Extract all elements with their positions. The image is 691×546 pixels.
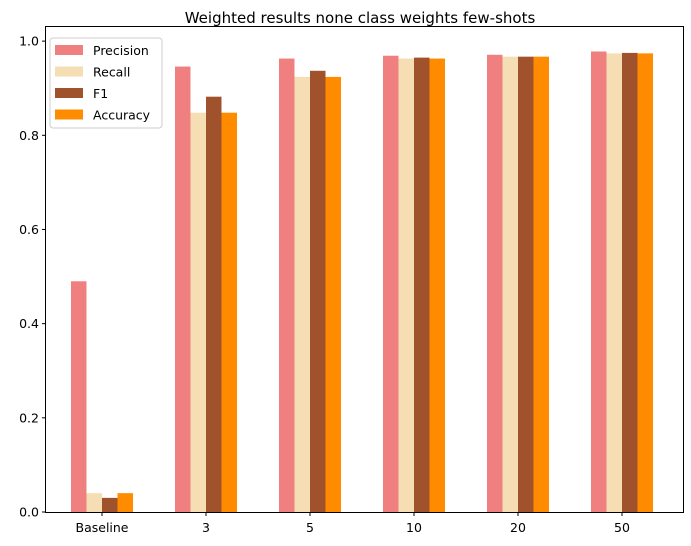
bar-accuracy-20 — [533, 56, 549, 513]
bar-recall-5 — [294, 76, 310, 512]
bar-precision-3 — [175, 66, 191, 513]
legend-label-recall: Recall — [93, 65, 130, 80]
bar-precision-5 — [279, 58, 295, 513]
bar-f1-baseline — [102, 497, 118, 512]
legend-box — [49, 37, 163, 129]
bars-group — [71, 51, 653, 513]
bar-f1-10 — [414, 57, 430, 513]
bar-accuracy-5 — [325, 76, 341, 512]
x-axis-ticks: Baseline 3 5 10 20 50 — [76, 512, 630, 535]
legend-label-accuracy: Accuracy — [93, 108, 151, 123]
y-tick-label: 1.0 — [19, 34, 39, 49]
bar-recall-baseline — [86, 493, 102, 512]
x-tick-label: 50 — [614, 520, 630, 535]
bar-accuracy-50 — [637, 53, 653, 513]
x-tick-label: 10 — [406, 520, 422, 535]
legend-swatch-recall — [55, 66, 83, 77]
y-tick-label: 0.0 — [19, 505, 39, 520]
y-tick-label: 0.6 — [19, 222, 39, 237]
x-tick-label: Baseline — [76, 520, 129, 535]
plot-frame — [45, 26, 684, 513]
y-tick-label: 0.2 — [19, 410, 39, 425]
bar-recall-50 — [606, 53, 622, 513]
bar-precision-20 — [487, 54, 503, 512]
bar-recall-3 — [190, 112, 206, 512]
bar-accuracy-baseline — [117, 493, 133, 512]
legend: Precision Recall F1 Accuracy — [49, 37, 163, 129]
bar-precision-baseline — [71, 281, 87, 512]
bar-f1-50 — [622, 52, 638, 513]
bar-accuracy-3 — [221, 112, 237, 512]
bar-f1-3 — [206, 96, 222, 512]
legend-swatch-precision — [55, 45, 83, 55]
x-tick-label: 3 — [202, 520, 210, 535]
bar-f1-20 — [518, 56, 534, 513]
y-axis-ticks: 0.0 0.2 0.4 0.6 0.8 1.0 — [19, 34, 46, 520]
legend-label-precision: Precision — [93, 43, 149, 58]
bar-f1-5 — [310, 70, 326, 512]
legend-label-f1: F1 — [93, 86, 108, 101]
x-tick-label: 20 — [510, 520, 526, 535]
bar-precision-50 — [591, 51, 607, 513]
y-tick-label: 0.8 — [19, 128, 39, 143]
chart-title: Weighted results none class weights few-… — [185, 9, 536, 27]
y-tick-label: 0.4 — [19, 316, 39, 331]
legend-swatch-f1 — [55, 88, 83, 98]
x-tick-label: 5 — [306, 520, 314, 535]
bar-recall-20 — [502, 56, 518, 513]
bar-accuracy-10 — [429, 58, 445, 513]
bar-precision-10 — [383, 55, 399, 512]
legend-swatch-accuracy — [55, 109, 83, 120]
bar-recall-10 — [398, 58, 414, 513]
